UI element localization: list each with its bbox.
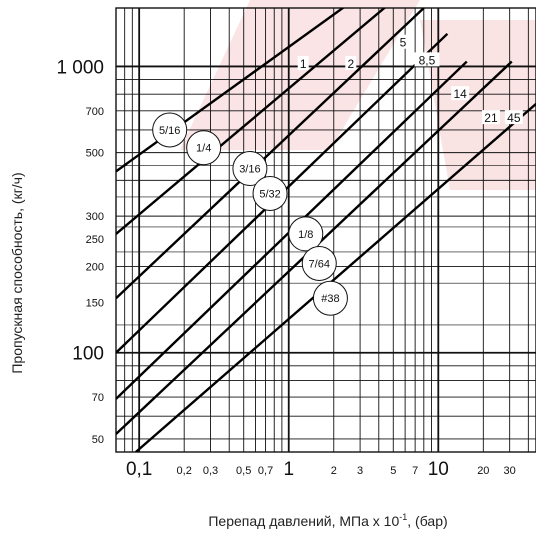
y-tick-label: 70 <box>92 392 104 404</box>
orifice-label: 5/32 <box>252 175 288 211</box>
svg-text:1/8: 1/8 <box>298 229 313 241</box>
x-tick-labels: 0,1 0,2 0,3 0,5 0,7 1 2 3 5 7 10 20 30 <box>126 459 516 480</box>
curve-label: 1 <box>297 55 309 71</box>
svg-text:1/4: 1/4 <box>196 143 211 155</box>
curve-label: 2 <box>345 55 357 71</box>
curve-label: 14 <box>451 86 470 101</box>
orifice-label: 3/16 <box>232 151 268 187</box>
x-axis-title-main: Перепад давлений, МПа х 10 <box>208 513 399 529</box>
orifice-label: 5/16 <box>152 112 188 148</box>
curve-label: 5 <box>397 34 409 50</box>
x-tick-label: 7 <box>412 465 418 477</box>
y-tick-label: 700 <box>86 106 104 118</box>
x-axis-title: Перепад давлений, МПа х 10-1, (бар) <box>208 512 447 529</box>
curve-label: 21 <box>481 110 500 125</box>
orifice-label: 7/64 <box>301 245 337 281</box>
svg-text:5/32: 5/32 <box>259 188 280 200</box>
y-axis-title: Пропускная способность, (кг/ч) <box>9 172 25 373</box>
series-line-516 <box>116 8 345 173</box>
svg-text:#38: #38 <box>321 293 339 305</box>
y-tick-label: 250 <box>86 234 104 246</box>
x-tick-label: 10 <box>428 459 449 480</box>
curve-label: 8,5 <box>414 52 440 67</box>
series-line-14 <box>116 8 387 235</box>
svg-text:2: 2 <box>347 57 354 71</box>
svg-text:7/64: 7/64 <box>309 258 330 270</box>
x-tick-label: 3 <box>357 465 363 477</box>
x-axis-title-superscript: -1 <box>399 512 407 522</box>
watermark <box>180 0 536 190</box>
svg-text:8,5: 8,5 <box>419 53 436 67</box>
x-tick-label: 0,2 <box>177 465 192 477</box>
x-tick-label: 0,3 <box>203 465 218 477</box>
svg-text:14: 14 <box>453 87 467 101</box>
y-tick-label: 200 <box>86 262 104 274</box>
orifice-label: 1/4 <box>186 130 222 166</box>
plot-frame <box>115 7 536 453</box>
y-tick-label: 100 <box>72 344 104 365</box>
x-tick-label: 30 <box>504 465 516 477</box>
svg-text:21: 21 <box>484 111 498 125</box>
svg-text:3/16: 3/16 <box>239 164 260 176</box>
x-axis-title-tail: , (бар) <box>407 513 447 529</box>
curve-labels: 1 2 5 8,5 14 21 45 <box>297 34 523 125</box>
svg-text:45: 45 <box>507 111 521 125</box>
orifice-label: 1/8 <box>288 216 324 252</box>
orifice-labels: 5/16 1/4 3/16 5/32 1/8 7/64 #38 <box>152 112 348 316</box>
x-tick-label: 0,1 <box>126 459 152 480</box>
y-tick-label: 50 <box>92 434 104 446</box>
svg-text:5/16: 5/16 <box>159 125 180 137</box>
x-tick-label: 20 <box>477 465 489 477</box>
x-tick-label: 1 <box>283 459 294 480</box>
svg-text:1: 1 <box>300 57 307 71</box>
series-line-316 <box>116 8 425 300</box>
y-tick-label: 300 <box>86 211 104 223</box>
y-tick-label: 500 <box>86 148 104 160</box>
x-tick-label: 0,7 <box>258 465 273 477</box>
x-tick-label: 0,5 <box>236 465 251 477</box>
curve-label: 45 <box>504 110 523 125</box>
series-line-38 <box>135 102 536 452</box>
svg-text:5: 5 <box>400 36 407 50</box>
x-tick-label: 5 <box>390 465 396 477</box>
orifice-label: #38 <box>312 280 348 316</box>
y-tick-labels: 50 70 100 150 200 250 300 500 700 1 000 <box>56 57 104 445</box>
y-tick-label: 1 000 <box>56 57 104 78</box>
y-tick-label: 150 <box>86 297 104 309</box>
x-tick-label: 2 <box>331 465 337 477</box>
